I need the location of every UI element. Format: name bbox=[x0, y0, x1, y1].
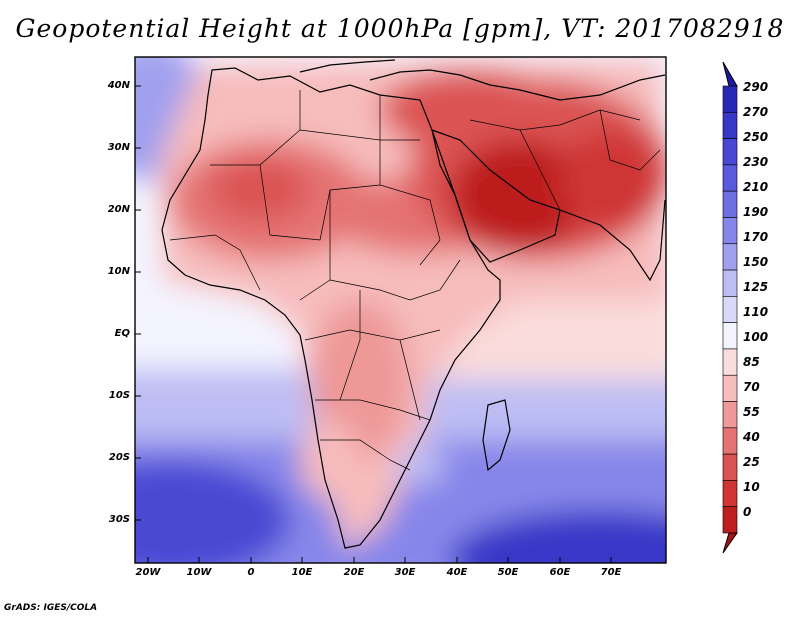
map-title: Geopotential Height at 1000hPa [gpm], VT… bbox=[15, 14, 785, 43]
lat-label: 10N bbox=[107, 266, 130, 277]
colorbar-label: 0 bbox=[743, 505, 752, 519]
credit-text: GrADS: IGES/COLA bbox=[4, 603, 98, 613]
map-frame bbox=[134, 56, 667, 564]
colorbar-top-arrow bbox=[722, 61, 738, 87]
lon-label: 40E bbox=[446, 567, 468, 578]
lon-label: 60E bbox=[549, 567, 571, 578]
colorbar-segment bbox=[722, 401, 738, 429]
lat-label: 20N bbox=[107, 204, 130, 215]
colorbar-segment bbox=[722, 453, 738, 481]
lon-label: 50E bbox=[497, 567, 519, 578]
colorbar-label: 125 bbox=[743, 280, 769, 294]
colorbar-label: 250 bbox=[743, 130, 769, 144]
colorbar-label: 270 bbox=[743, 105, 769, 119]
colorbar-segment bbox=[722, 322, 738, 350]
colorbar-segment bbox=[722, 506, 738, 534]
lat-label: 40N bbox=[107, 80, 130, 91]
colorbar-segment bbox=[722, 427, 738, 455]
colorbar-label: 190 bbox=[743, 205, 769, 219]
coastlines bbox=[161, 59, 666, 549]
colorbar-label: 40 bbox=[743, 430, 760, 444]
colorbar-label: 55 bbox=[743, 405, 760, 419]
colorbar-label: 170 bbox=[743, 230, 769, 244]
lat-label: EQ bbox=[114, 328, 130, 339]
colorbar-segment bbox=[722, 296, 738, 323]
lon-label: 20W bbox=[135, 567, 161, 578]
colorbar-segment bbox=[722, 269, 738, 297]
colorbar-label: 25 bbox=[743, 455, 760, 469]
colorbar-segment bbox=[722, 164, 738, 192]
colorbar-segment bbox=[722, 243, 738, 271]
lon-label: 0 bbox=[247, 567, 255, 578]
lat-label: 30N bbox=[107, 142, 130, 153]
lat-label: 10S bbox=[108, 390, 130, 401]
lon-label: 30E bbox=[394, 567, 416, 578]
colorbar bbox=[722, 61, 738, 554]
colorbar-segment bbox=[722, 190, 738, 218]
colorbar-segment bbox=[722, 374, 738, 402]
lat-label: 30S bbox=[108, 514, 130, 525]
colorbar-segment bbox=[722, 85, 738, 113]
country-borders bbox=[169, 90, 661, 471]
colorbar-label: 110 bbox=[743, 305, 769, 319]
colorbar-segment bbox=[722, 217, 738, 245]
geopotential-field bbox=[135, 57, 666, 563]
colorbar-segment bbox=[722, 480, 738, 508]
colorbar-bottom-arrow bbox=[722, 532, 738, 554]
lon-label: 20E bbox=[343, 567, 365, 578]
colorbar-label: 70 bbox=[743, 380, 760, 394]
axis-ticks bbox=[135, 85, 612, 563]
colorbar-label: 290 bbox=[743, 80, 769, 94]
colorbar-label: 10 bbox=[743, 480, 760, 494]
colorbar-label: 100 bbox=[743, 330, 769, 344]
colorbar-label: 85 bbox=[743, 355, 760, 369]
lon-label: 10W bbox=[186, 567, 212, 578]
colorbar-segment bbox=[722, 348, 738, 376]
colorbar-label: 210 bbox=[743, 180, 769, 194]
colorbar-label: 230 bbox=[743, 155, 769, 169]
colorbar-segment bbox=[722, 111, 738, 139]
colorbar-segment bbox=[722, 138, 738, 166]
lon-label: 70E bbox=[600, 567, 622, 578]
colorbar-label: 150 bbox=[743, 255, 769, 269]
lon-label: 10E bbox=[291, 567, 313, 578]
lat-label: 20S bbox=[108, 452, 130, 463]
